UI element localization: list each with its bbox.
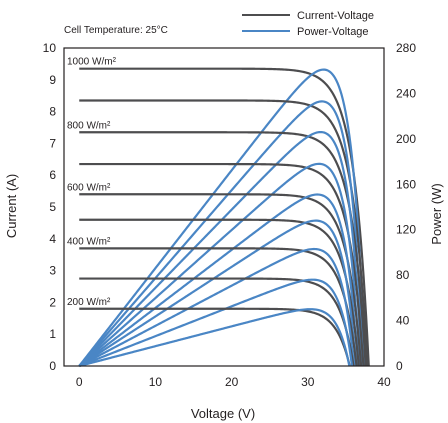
iv-curve-4 [79, 193, 363, 367]
x-tick-label-4: 40 [377, 375, 391, 389]
iv-curve-3 [79, 162, 365, 367]
y-right-tick-label-0: 0 [396, 359, 403, 373]
irradiance-label-0: 1000 W/m² [67, 57, 117, 68]
y-right-tick-label-1: 40 [396, 314, 410, 328]
legend-label-current-voltage: Current-Voltage [297, 10, 374, 22]
pv-curve-0 [78, 68, 367, 367]
pv-curve-8 [78, 308, 351, 368]
iv-curve-6 [79, 247, 358, 367]
plot-frame [63, 47, 385, 367]
tick-labels: 0 10 20 30 40 0 1 2 3 4 5 6 7 8 9 10 0 40 80 120 160 200 240 28… [43, 41, 417, 389]
y-left-tick-label-9: 9 [49, 73, 56, 87]
pv-curve-2 [78, 130, 363, 367]
y-left-tick-label-5: 5 [49, 200, 56, 214]
x-tick-label-1: 10 [149, 375, 163, 389]
irradiance-label-1: 800 W/m² [67, 120, 111, 131]
x-tick-label-3: 30 [301, 375, 315, 389]
irradiance-labels: 1000 W/m² 800 W/m² 600 W/m² 400 W/m² 200 W/m… [67, 57, 117, 308]
curves-layer [78, 67, 370, 368]
y-right-tick-label-6: 240 [396, 86, 416, 100]
y-axis-left-label: Current (A) [4, 174, 19, 238]
irradiance-label-3: 400 W/m² [67, 236, 111, 247]
temperature-note: Cell Temperature: 25°C [64, 25, 168, 36]
iv-curve-1 [79, 99, 369, 367]
y-left-tick-label-0: 0 [49, 359, 56, 373]
iv-curve-0 [79, 67, 370, 367]
y-left-tick-label-8: 8 [49, 105, 56, 119]
pv-curve-5 [78, 219, 357, 367]
iv-curve-7 [79, 277, 355, 367]
iv-curve-2 [79, 131, 367, 367]
iv-curve-5 [79, 218, 360, 367]
y-left-tick-label-10: 10 [43, 41, 57, 55]
y-right-tick-label-4: 160 [396, 177, 416, 191]
x-tick-label-0: 0 [76, 375, 83, 389]
y-axis-right-label: Power (W) [429, 183, 444, 244]
pv-curve-4 [78, 193, 359, 367]
y-left-tick-label-4: 4 [49, 232, 56, 246]
y-left-tick-label-2: 2 [49, 295, 56, 309]
irradiance-label-4: 200 W/m² [67, 297, 111, 308]
y-left-tick-label-1: 1 [49, 327, 56, 341]
y-left-tick-label-7: 7 [49, 136, 56, 150]
iv-curve-8 [79, 307, 351, 367]
y-left-tick-label-6: 6 [49, 168, 56, 182]
x-tick-label-2: 20 [225, 375, 239, 389]
pv-curve-1 [78, 100, 365, 367]
x-axis-label: Voltage (V) [191, 406, 255, 421]
y-right-tick-label-2: 80 [396, 268, 410, 282]
y-right-tick-label-3: 120 [396, 223, 416, 237]
irradiance-label-2: 600 W/m² [67, 182, 111, 193]
pv-curve-3 [78, 162, 361, 367]
legend: Current-Voltage Power-Voltage [242, 10, 374, 38]
pv-curve-7 [78, 278, 354, 368]
y-right-tick-label-7: 280 [396, 41, 416, 55]
y-left-tick-label-3: 3 [49, 264, 56, 278]
y-right-tick-label-5: 200 [396, 132, 416, 146]
legend-label-power-voltage: Power-Voltage [297, 26, 369, 38]
pv-curve-6 [78, 247, 355, 367]
